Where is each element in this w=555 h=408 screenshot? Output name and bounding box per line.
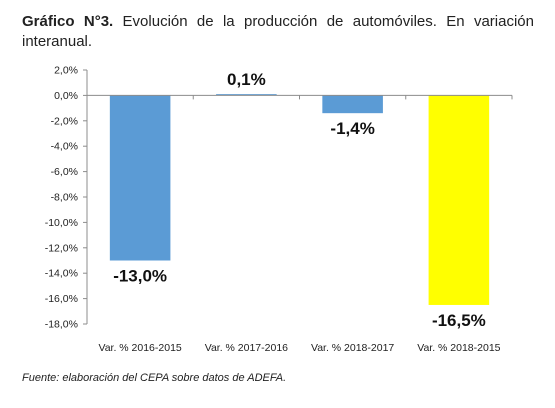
category-label: Var. % 2017-2016 <box>205 342 288 354</box>
y-tick-label: -8,0% <box>51 192 78 204</box>
y-axis: 2,0% 0,0% -2,0% -4,0% -6,0% -8,0% -10,0% -12,0%… <box>45 65 88 331</box>
data-label: -16,5% <box>432 311 486 330</box>
y-tick-label: 2,0% <box>54 65 78 77</box>
category-label: Var. % 2016-2015 <box>98 342 181 354</box>
chart-title: Gráfico N°3. Evolución de la producción … <box>22 12 534 52</box>
category-label: Var. % 2018-2015 <box>417 342 500 354</box>
y-tick-label: -10,0% <box>45 217 78 229</box>
chart-title-text: Evolución de la producción de automóvile… <box>22 13 534 50</box>
y-tick-label: -4,0% <box>51 141 78 153</box>
y-tick-label: -12,0% <box>45 242 78 254</box>
y-tick-label: 0,0% <box>54 90 78 102</box>
bar <box>428 95 490 305</box>
y-tick-label: -2,0% <box>51 115 78 127</box>
bars <box>109 94 490 305</box>
y-tick-label: -18,0% <box>45 319 78 331</box>
data-label: 0,1% <box>227 70 266 89</box>
value-labels: -13,0% 0,1% -1,4% -16,5% <box>113 70 486 330</box>
x-axis <box>86 94 513 100</box>
chart-title-number: Gráfico N°3. <box>22 13 114 30</box>
y-tick-label: -6,0% <box>51 166 78 178</box>
y-tick-label: -14,0% <box>45 268 78 280</box>
category-labels: Var. % 2016-2015 Var. % 2017-2016 Var. % 2… <box>98 342 500 354</box>
data-label: -1,4% <box>330 119 374 138</box>
bar <box>322 95 383 114</box>
category-label: Var. % 2018-2017 <box>311 342 394 354</box>
bar <box>109 95 171 261</box>
y-tick-label: -16,0% <box>45 293 78 305</box>
source-note: Fuente: elaboración del CEPA sobre datos… <box>22 372 287 384</box>
bar <box>216 94 277 96</box>
data-label: -13,0% <box>113 267 167 286</box>
